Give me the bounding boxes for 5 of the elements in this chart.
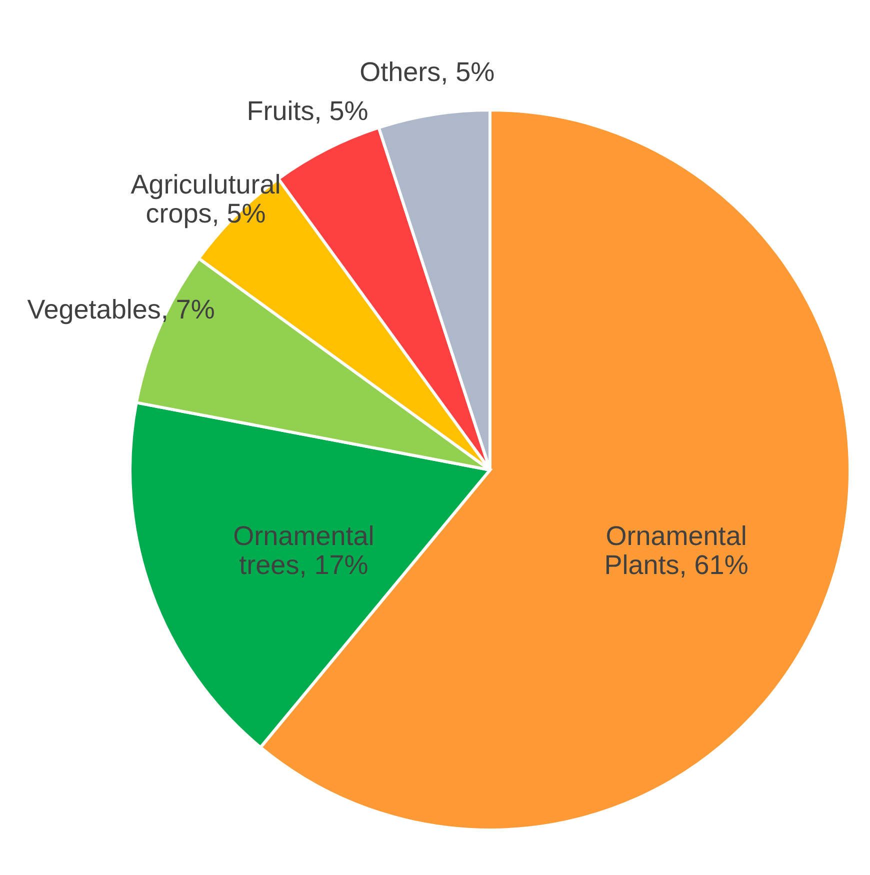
slice-label: Ornamental trees, 17% (233, 521, 374, 580)
slice-label: Ornamental Plants, 61% (604, 521, 748, 580)
slice-label: Fruits, 5% (246, 96, 368, 126)
slice-label: Others, 5% (360, 56, 495, 87)
slice-label: Vegetables, 7% (27, 294, 215, 324)
